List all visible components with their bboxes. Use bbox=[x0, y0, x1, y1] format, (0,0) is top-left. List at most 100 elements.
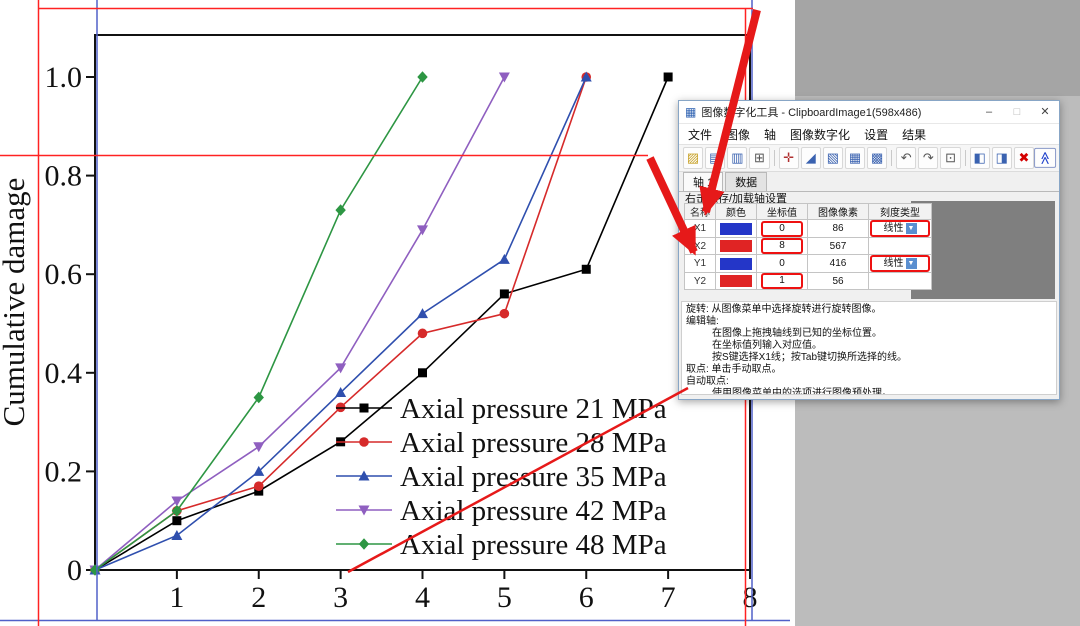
minimize-button[interactable]: – bbox=[985, 106, 993, 118]
title-bar[interactable]: ▦ 图像数字化工具 - ClipboardImage1(598x486) – □… bbox=[679, 101, 1059, 124]
svg-text:1: 1 bbox=[169, 581, 184, 614]
axes-table: 名称 颜色 坐标值 图像像素 刻度类型 X1 0 86 线性 ▼ X2 8 567 Y1 0 416 线性 ▼ Y2… bbox=[684, 203, 932, 290]
help-line: 编辑轴: bbox=[686, 316, 719, 327]
axis-name: X2 bbox=[684, 237, 716, 255]
menu-item-3[interactable]: 图像数字化 bbox=[790, 127, 851, 142]
color-swatch[interactable] bbox=[720, 257, 752, 270]
pick-point-icon[interactable]: ◢ bbox=[800, 147, 821, 169]
app-icon: ▦ bbox=[685, 105, 697, 119]
table-header-2: 坐标值 bbox=[756, 203, 808, 220]
svg-text:5: 5 bbox=[497, 581, 512, 614]
axis-row-Y1: Y1 0 416 线性 ▼ bbox=[684, 254, 932, 273]
scale-type-select[interactable]: 线性 ▼ bbox=[870, 220, 930, 237]
axis-color-cell bbox=[715, 254, 757, 273]
svg-text:Axial pressure 42 MPa: Axial pressure 42 MPa bbox=[400, 495, 667, 527]
edit-axes-icon[interactable]: ✛ bbox=[778, 147, 799, 169]
scale-type-cell: 线性 ▼ bbox=[868, 254, 932, 273]
grid-points-icon[interactable]: ▦ bbox=[844, 147, 866, 169]
color-swatch[interactable] bbox=[720, 222, 752, 235]
chevron-down-icon[interactable]: ▼ bbox=[905, 258, 917, 269]
area-trace-icon[interactable]: ▩ bbox=[867, 147, 888, 169]
scale-type-label: 线性 bbox=[883, 258, 904, 269]
tab-1[interactable]: 数据 bbox=[725, 172, 768, 191]
maximize-button[interactable]: □ bbox=[1013, 106, 1021, 118]
table-header-0: 名称 bbox=[684, 203, 716, 220]
delete-points-icon[interactable]: ✖ bbox=[1013, 147, 1034, 169]
image-pixel-value: 56 bbox=[807, 272, 869, 290]
coordinate-cell: 8 bbox=[756, 237, 808, 255]
undo-icon[interactable]: ↶ bbox=[896, 147, 917, 169]
svg-text:2: 2 bbox=[251, 581, 266, 614]
coordinate-cell: 1 bbox=[756, 272, 808, 290]
axis-row-X1: X1 0 86 线性 ▼ bbox=[684, 219, 932, 238]
digitizer-window: ▦ 图像数字化工具 - ClipboardImage1(598x486) – □… bbox=[678, 100, 1060, 400]
svg-text:Axial pressure 21 MPa: Axial pressure 21 MPa bbox=[400, 393, 667, 425]
crop-icon[interactable]: ⊞ bbox=[749, 147, 770, 169]
menu-item-0[interactable]: 文件 bbox=[688, 127, 713, 142]
color-swatch[interactable] bbox=[720, 240, 752, 252]
trace-curve-icon[interactable]: ▧ bbox=[822, 147, 843, 169]
color-swatch[interactable] bbox=[720, 275, 752, 287]
svg-text:3: 3 bbox=[333, 581, 348, 614]
image-pixel-value: 416 bbox=[807, 254, 869, 273]
zoom-icon[interactable]: ⊡ bbox=[940, 147, 961, 169]
collapse-toolbar-icon[interactable]: ≪ bbox=[1034, 147, 1057, 169]
toolbar-separator bbox=[773, 150, 775, 166]
svg-text:4: 4 bbox=[415, 581, 430, 614]
axis-row-Y2: Y2 1 56 bbox=[684, 272, 932, 290]
window-controls: – □ ✕ bbox=[975, 101, 1059, 123]
scale-type-cell bbox=[868, 272, 932, 290]
help-line: 旋转: 从图像菜单中选择旋转进行旋转图像。 bbox=[686, 304, 882, 315]
chart: 1 2 3 4 5 6 7 8 0 0.2 0.4 0.6 0.8 1.0 Cumulative damag… bbox=[0, 34, 758, 614]
coordinate-cell: 0 bbox=[756, 254, 808, 273]
table-header-3: 图像像素 bbox=[807, 203, 869, 220]
close-button[interactable]: ✕ bbox=[1040, 106, 1050, 118]
coordinate-cell: 0 bbox=[756, 219, 808, 238]
table-header-4: 刻度类型 bbox=[868, 203, 932, 220]
coordinate-input[interactable]: 0 bbox=[779, 257, 785, 269]
menu-item-2[interactable]: 轴 bbox=[764, 127, 777, 142]
redo-icon[interactable]: ↷ bbox=[918, 147, 939, 169]
svg-text:8: 8 bbox=[743, 581, 758, 614]
toolbar-separator bbox=[964, 150, 966, 166]
coordinate-input[interactable]: 0 bbox=[761, 220, 803, 237]
axis-name: Y2 bbox=[684, 272, 716, 290]
next-point-icon[interactable]: ◨ bbox=[991, 147, 1012, 169]
menu-item-1[interactable]: 图像 bbox=[726, 127, 751, 142]
scale-type-label: 线性 bbox=[883, 223, 904, 234]
svg-text:0.6: 0.6 bbox=[45, 258, 83, 291]
prev-point-icon[interactable]: ◧ bbox=[969, 147, 990, 169]
coordinate-input[interactable]: 1 bbox=[761, 273, 803, 289]
help-line: 在图像上拖拽轴线到已知的坐标位置。 bbox=[712, 328, 882, 339]
axis-row-X2: X2 8 567 bbox=[684, 237, 932, 255]
axis-color-cell bbox=[715, 219, 757, 238]
axis-color-cell bbox=[715, 237, 757, 255]
y-axis: 0 0.2 0.4 0.6 0.8 1.0 bbox=[45, 61, 95, 587]
menu-item-5[interactable]: 结果 bbox=[902, 127, 927, 142]
open-icon[interactable]: ▨ bbox=[683, 147, 704, 169]
svg-text:0.8: 0.8 bbox=[45, 160, 83, 193]
export-icon[interactable]: ▥ bbox=[727, 147, 748, 169]
help-line: 使用图像菜单中的选项进行图像预处理。 bbox=[712, 388, 892, 395]
save-icon[interactable]: ▤ bbox=[705, 147, 726, 169]
svg-text:6: 6 bbox=[579, 581, 594, 614]
svg-text:Axial pressure 48 MPa: Axial pressure 48 MPa bbox=[400, 529, 667, 561]
y-axis-title: Cumulative damage bbox=[0, 178, 31, 427]
svg-text:Axial pressure 28 MPa: Axial pressure 28 MPa bbox=[400, 427, 667, 459]
axis-name: Y1 bbox=[684, 254, 716, 273]
tab-0[interactable]: 轴 1 bbox=[683, 172, 724, 191]
help-line: 按S键选择X1线；按Tab键切换所选择的线。 bbox=[712, 352, 908, 363]
svg-text:0: 0 bbox=[67, 554, 82, 587]
menu-item-4[interactable]: 设置 bbox=[864, 127, 889, 142]
coordinate-input[interactable]: 8 bbox=[761, 238, 803, 254]
image-pane bbox=[911, 201, 1055, 299]
toolbar: ▨ ▤ ▥ ⊞ ✛ ◢ ▧ ▦ ▩ ↶ ↷ ⊡ ◧ ◨ ✖ ≪ bbox=[679, 145, 1059, 172]
svg-text:1.0: 1.0 bbox=[45, 61, 83, 94]
menu-bar: 文件 图像轴图像数字化 设置 结果 bbox=[679, 124, 1059, 145]
tab-bar: 轴 1 数据 bbox=[679, 172, 1059, 192]
chevron-down-icon[interactable]: ▼ bbox=[905, 223, 917, 234]
scale-type-select[interactable]: 线性 ▼ bbox=[870, 255, 930, 272]
help-line: 在坐标值列输入对应值。 bbox=[712, 340, 822, 351]
scale-type-cell bbox=[868, 237, 932, 255]
help-line: 自动取点: bbox=[686, 376, 729, 387]
